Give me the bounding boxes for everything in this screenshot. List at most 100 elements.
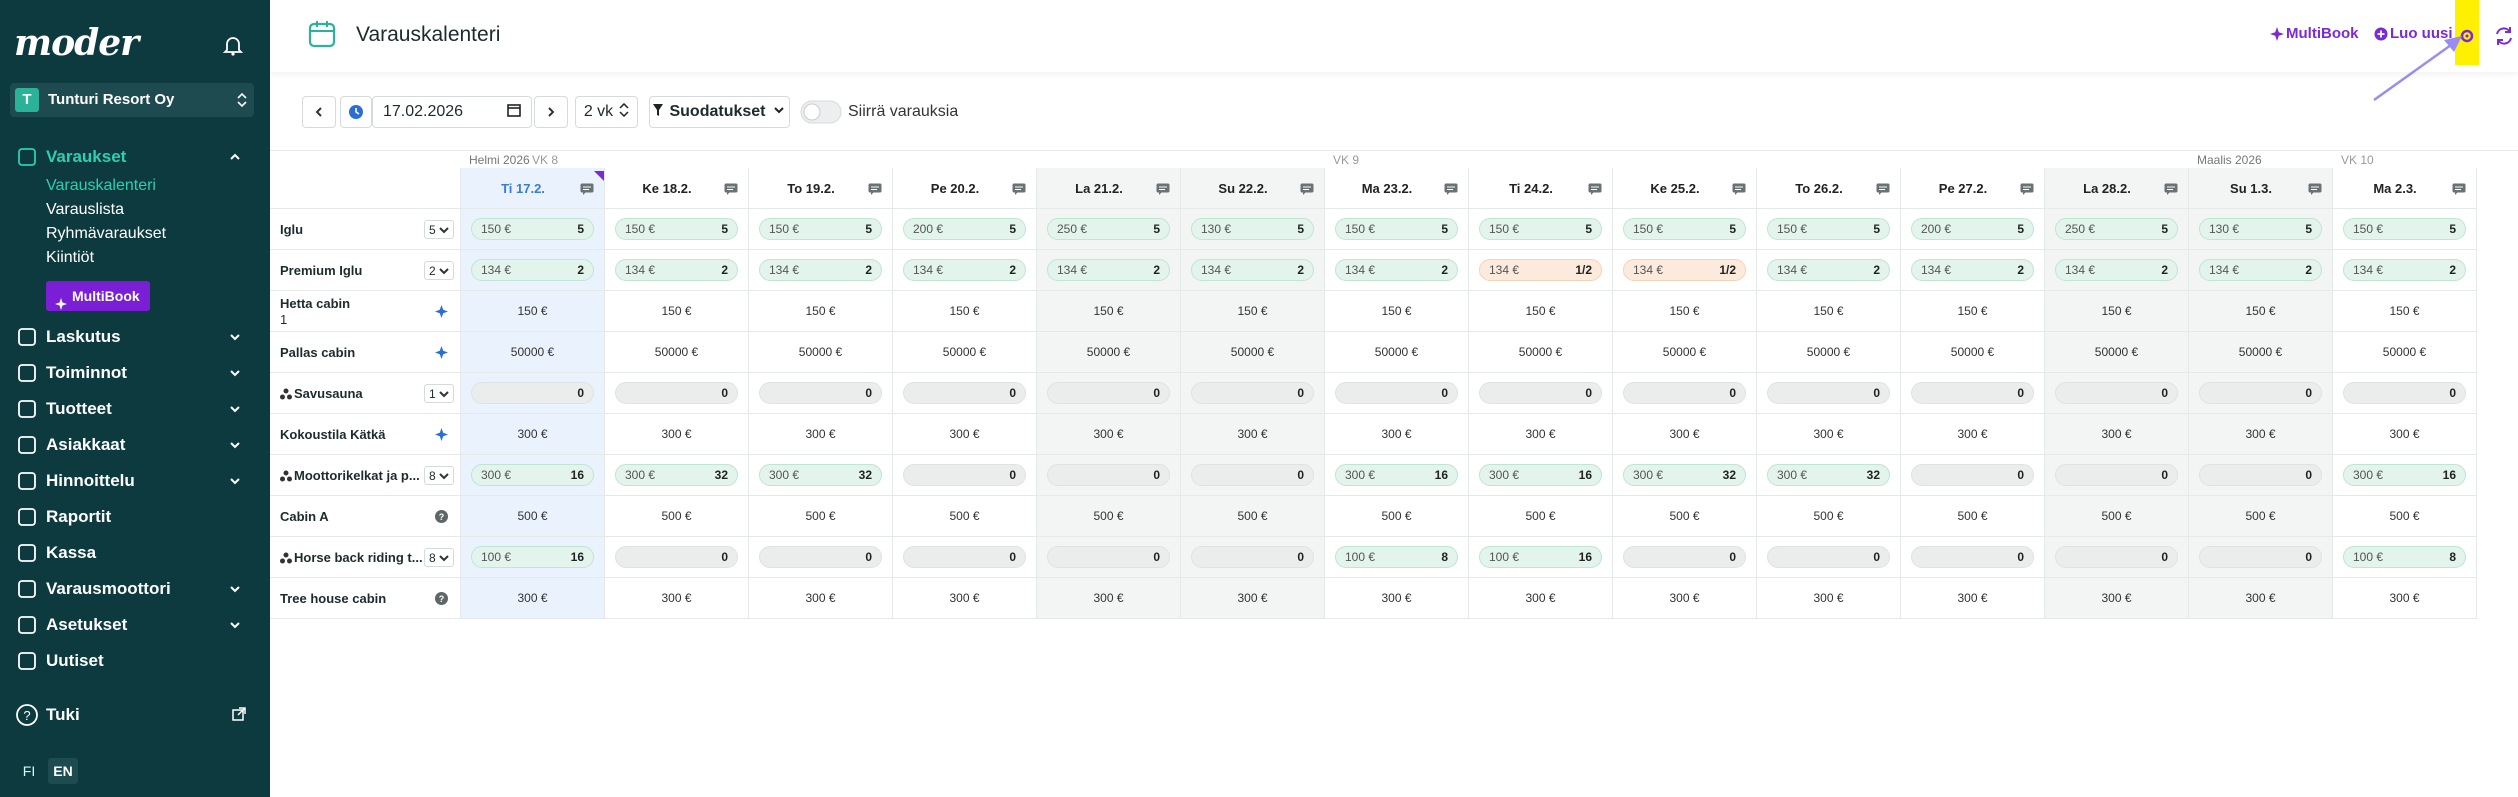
- language-option[interactable]: FI: [22, 763, 36, 779]
- calendar-cell[interactable]: 150 €: [2333, 291, 2477, 332]
- nav-item[interactable]: Varaukset: [46, 147, 127, 166]
- units-select[interactable]: 5: [424, 220, 454, 239]
- calendar-cell[interactable]: 500 €: [2333, 496, 2477, 537]
- calendar-cell[interactable]: 500 €: [1469, 496, 1613, 537]
- calendar-cell[interactable]: 100 € 16: [461, 537, 605, 578]
- date-input[interactable]: 17.02.2026: [372, 96, 532, 128]
- calendar-cell[interactable]: 150 € 5: [1613, 209, 1757, 250]
- calendar-cell[interactable]: 500 €: [1181, 496, 1325, 537]
- calendar-cell[interactable]: 50000 €: [1037, 332, 1181, 373]
- calendar-cell[interactable]: 134 € 1/2: [1613, 250, 1757, 291]
- calendar-cell[interactable]: 300 € 32: [1613, 455, 1757, 496]
- header-action[interactable]: Luo uusi: [2390, 25, 2453, 42]
- calendar-cell[interactable]: 134 € 2: [461, 250, 605, 291]
- calendar-cell[interactable]: 134 € 2: [2333, 250, 2477, 291]
- resource-name[interactable]: Moottorikelkat ja p...: [294, 468, 420, 483]
- calendar-cell[interactable]: 150 €: [1901, 291, 2045, 332]
- calendar-cell[interactable]: 300 €: [1037, 578, 1181, 619]
- calendar-cell[interactable]: 0: [1469, 373, 1613, 414]
- units-select[interactable]: 2: [424, 261, 454, 280]
- day-header[interactable]: Pe 27.2.: [1901, 168, 2045, 209]
- calendar-cell[interactable]: 50000 €: [893, 332, 1037, 373]
- calendar-cell[interactable]: 0: [1037, 537, 1181, 578]
- nav-item[interactable]: Tuotteet: [46, 399, 112, 418]
- company-selector[interactable]: T Tunturi Resort Oy: [10, 83, 254, 117]
- calendar-cell[interactable]: 0: [1325, 373, 1469, 414]
- calendar-cell[interactable]: 300 €: [2189, 578, 2333, 619]
- calendar-cell[interactable]: 150 €: [1757, 291, 1901, 332]
- calendar-cell[interactable]: 150 €: [1325, 291, 1469, 332]
- nav-item[interactable]: Varausmoottori: [46, 579, 171, 598]
- filters-label[interactable]: Suodatukset: [669, 103, 766, 120]
- calendar-cell[interactable]: 100 € 16: [1469, 537, 1613, 578]
- calendar-cell[interactable]: 0: [893, 455, 1037, 496]
- resource-name[interactable]: Kokoustila Kätkä: [280, 427, 386, 442]
- resource-name[interactable]: Horse back riding t...: [294, 550, 423, 565]
- calendar-cell[interactable]: 0: [2189, 537, 2333, 578]
- calendar-cell[interactable]: 300 € 16: [1469, 455, 1613, 496]
- calendar-cell[interactable]: 0: [893, 537, 1037, 578]
- calendar-cell[interactable]: 50000 €: [1325, 332, 1469, 373]
- prev-button[interactable]: [302, 96, 336, 128]
- nav-subitem[interactable]: Ryhmävaraukset: [46, 225, 167, 242]
- calendar-cell[interactable]: 0: [1901, 455, 2045, 496]
- calendar-cell[interactable]: 0: [1901, 537, 2045, 578]
- calendar-cell[interactable]: 134 € 2: [605, 250, 749, 291]
- calendar-cell[interactable]: 50000 €: [1613, 332, 1757, 373]
- calendar-cell[interactable]: 500 €: [2189, 496, 2333, 537]
- calendar-cell[interactable]: 0: [749, 537, 893, 578]
- calendar-cell[interactable]: 500 €: [1037, 496, 1181, 537]
- calendar-cell[interactable]: 300 € 32: [749, 455, 893, 496]
- calendar-cell[interactable]: 200 € 5: [1901, 209, 2045, 250]
- today-button[interactable]: [340, 96, 372, 128]
- resource-name[interactable]: Hetta cabin: [280, 296, 351, 311]
- calendar-cell[interactable]: 300 €: [1037, 414, 1181, 455]
- calendar-cell[interactable]: 150 €: [461, 291, 605, 332]
- calendar-cell[interactable]: 0: [1037, 455, 1181, 496]
- calendar-cell[interactable]: 300 €: [1613, 414, 1757, 455]
- calendar-cell[interactable]: 500 €: [1901, 496, 2045, 537]
- calendar-cell[interactable]: 300 €: [605, 414, 749, 455]
- calendar-cell[interactable]: 300 € 16: [2333, 455, 2477, 496]
- calendar-cell[interactable]: 0: [2045, 373, 2189, 414]
- calendar-cell[interactable]: 150 €: [1037, 291, 1181, 332]
- calendar-cell[interactable]: 300 €: [749, 414, 893, 455]
- calendar-cell[interactable]: 0: [2045, 537, 2189, 578]
- calendar-cell[interactable]: 300 €: [1469, 414, 1613, 455]
- refresh-button[interactable]: [2492, 24, 2516, 48]
- day-header[interactable]: La 21.2.: [1037, 168, 1181, 209]
- calendar-cell[interactable]: 134 € 2: [2189, 250, 2333, 291]
- day-header[interactable]: Ma 23.2.: [1325, 168, 1469, 209]
- calendar-cell[interactable]: 50000 €: [2045, 332, 2189, 373]
- calendar-cell[interactable]: 0: [1037, 373, 1181, 414]
- calendar-cell[interactable]: 150 € 5: [1757, 209, 1901, 250]
- day-header[interactable]: Ma 2.3.: [2333, 168, 2477, 209]
- calendar-cell[interactable]: 150 € 5: [749, 209, 893, 250]
- calendar-cell[interactable]: 300 €: [2333, 578, 2477, 619]
- resource-name[interactable]: Tree house cabin: [280, 591, 387, 606]
- calendar-cell[interactable]: 134 € 2: [1037, 250, 1181, 291]
- calendar-cell[interactable]: 300 €: [2189, 414, 2333, 455]
- calendar-cell[interactable]: 50000 €: [605, 332, 749, 373]
- day-header[interactable]: Ti 24.2.: [1469, 168, 1613, 209]
- calendar-cell[interactable]: 150 € 5: [1325, 209, 1469, 250]
- calendar-cell[interactable]: 500 €: [1325, 496, 1469, 537]
- support-link[interactable]: Tuki: [46, 705, 80, 724]
- calendar-cell[interactable]: 300 €: [461, 414, 605, 455]
- calendar-cell[interactable]: 500 €: [749, 496, 893, 537]
- calendar-cell[interactable]: 300 €: [1325, 414, 1469, 455]
- calendar-cell[interactable]: 300 € 32: [1757, 455, 1901, 496]
- calendar-cell[interactable]: 134 € 2: [1325, 250, 1469, 291]
- calendar-cell[interactable]: 0: [2333, 373, 2477, 414]
- day-header[interactable]: To 19.2.: [749, 168, 893, 209]
- next-button[interactable]: [534, 96, 568, 128]
- calendar-cell[interactable]: 134 € 2: [749, 250, 893, 291]
- calendar-cell[interactable]: 134 € 1/2: [1469, 250, 1613, 291]
- day-header[interactable]: Su 1.3.: [2189, 168, 2333, 209]
- day-header[interactable]: Pe 20.2.: [893, 168, 1037, 209]
- resource-name[interactable]: Pallas cabin: [280, 345, 356, 360]
- filters-button[interactable]: Suodatukset: [649, 96, 790, 128]
- resource-name[interactable]: Premium Iglu: [280, 263, 363, 278]
- calendar-cell[interactable]: 134 € 2: [893, 250, 1037, 291]
- calendar-cell[interactable]: 150 €: [1181, 291, 1325, 332]
